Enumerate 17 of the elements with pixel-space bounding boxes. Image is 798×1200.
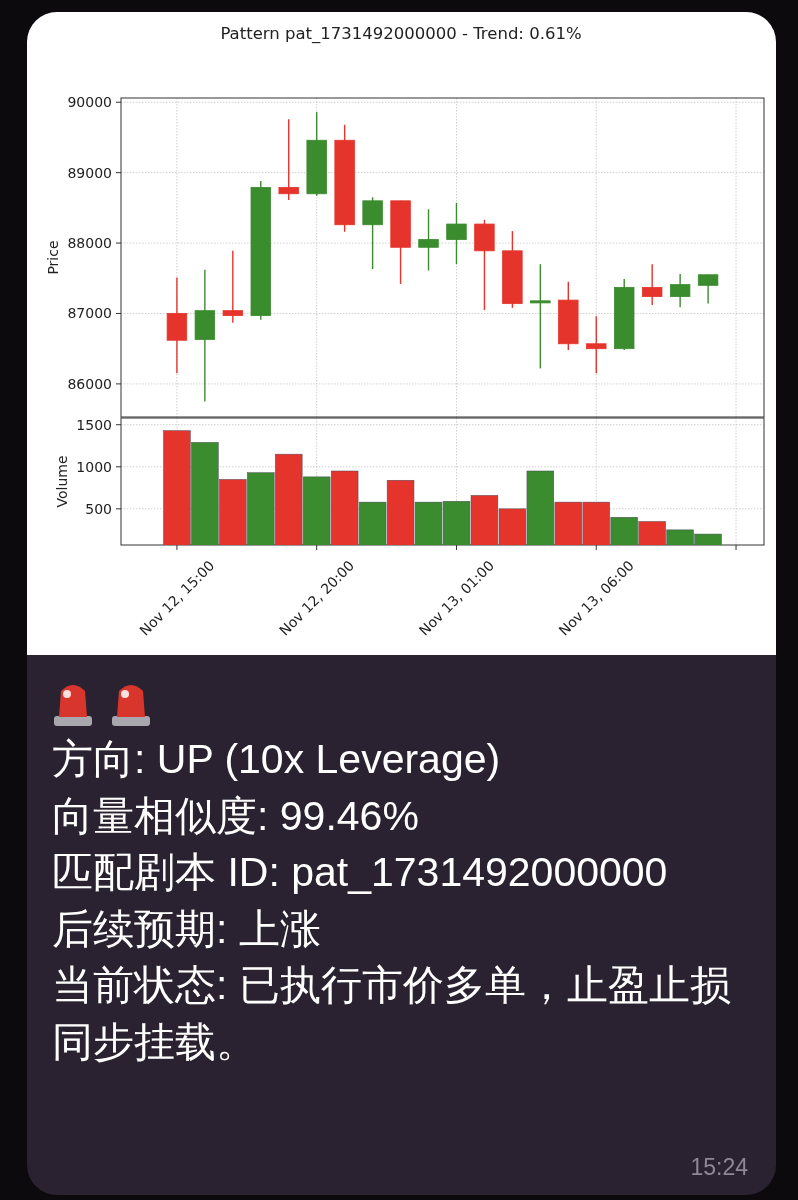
text: 匹配剧本 ID: pat_1731492000000 — [52, 848, 669, 897]
chart-title: Pattern pat_1731492000000 - Trend: 0.61% — [220, 23, 582, 44]
text: 向量相似度: 99.46% — [52, 791, 420, 841]
text: 后续预期: 上涨 — [52, 904, 322, 954]
y-tick-label: 89000 — [67, 164, 112, 181]
y-tick-label: 500 — [85, 500, 112, 517]
y-tick-label: 88000 — [67, 235, 112, 252]
y-tick-label: 86000 — [67, 375, 112, 392]
text: 当前状态: 已执行市价多单，止盈止损同步挂载。 — [52, 961, 732, 1067]
text: 15:24 — [690, 1154, 748, 1181]
y-tick-label: 1500 — [76, 416, 112, 433]
text: 方向: UP (10x Leverage) — [52, 735, 502, 784]
y-tick-label: 1000 — [76, 458, 112, 475]
y-tick-label: 87000 — [67, 305, 112, 322]
y-axis-title: Volume — [54, 455, 71, 508]
y-tick-label: 90000 — [67, 94, 112, 111]
y-axis-title: Price — [45, 240, 62, 275]
